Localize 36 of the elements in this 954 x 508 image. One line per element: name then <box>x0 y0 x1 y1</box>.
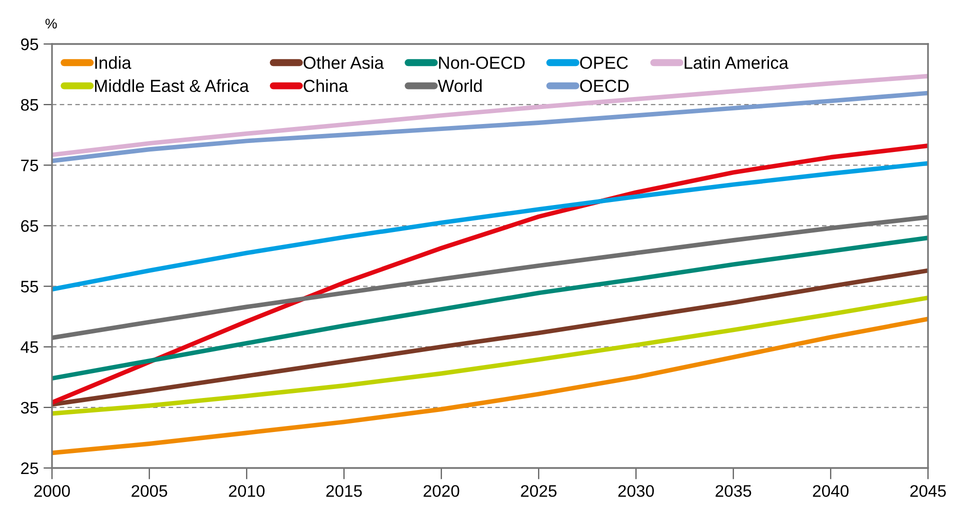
x-tick-label: 2030 <box>618 485 654 497</box>
legend-label: Other Asia <box>304 56 384 69</box>
x-tick-label: 2035 <box>716 485 752 497</box>
line-series <box>52 296 928 416</box>
line-series <box>52 161 928 292</box>
legend-label: Latin America <box>684 56 788 69</box>
x-tick-label: 2045 <box>910 485 946 497</box>
x-tick-label: 2010 <box>228 485 265 497</box>
line-series <box>52 268 928 407</box>
x-tick-label: 2015 <box>326 485 362 497</box>
line-series <box>52 90 928 164</box>
y-axis-title: % <box>45 18 57 28</box>
y-tick-label: 25 <box>21 462 38 474</box>
y-tick-label: 35 <box>20 402 38 414</box>
line-series <box>52 144 928 405</box>
y-tick-label: 75 <box>21 160 38 172</box>
x-tick-label: 2005 <box>132 485 168 497</box>
line-series <box>52 74 928 158</box>
legend-label: World <box>438 79 482 92</box>
y-tick-label: 55 <box>20 280 38 292</box>
legend-label: Non-OECD <box>439 56 525 69</box>
legend-label: OPEC <box>580 56 628 69</box>
y-tick-label: 85 <box>20 98 38 111</box>
x-tick-label: 2025 <box>520 485 557 497</box>
y-tick-label: 45 <box>20 341 38 354</box>
x-tick-label: 2020 <box>424 485 460 497</box>
line-series <box>52 236 928 381</box>
x-tick-label: 2040 <box>812 485 849 497</box>
x-tick-label: 2000 <box>34 485 70 497</box>
legend-label: Middle East & Africa <box>95 79 250 92</box>
line-series <box>52 316 928 456</box>
y-tick-label: 65 <box>21 220 38 232</box>
legend-label: OECD <box>580 80 629 92</box>
y-tick-label: 95 <box>21 38 38 50</box>
legend-label: China <box>304 79 348 92</box>
legend-label: India <box>95 56 132 69</box>
